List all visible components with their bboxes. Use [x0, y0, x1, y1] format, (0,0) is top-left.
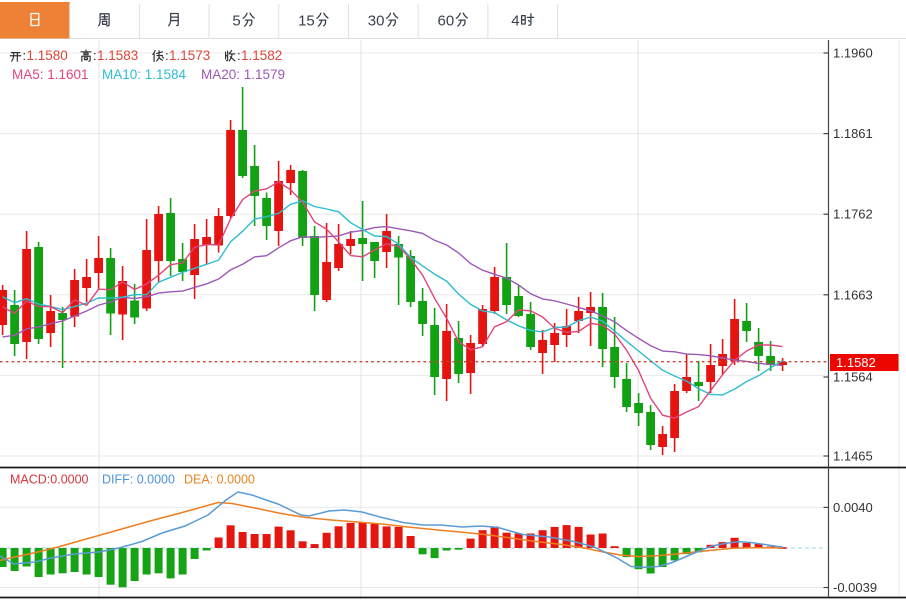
- svg-text::: :: [237, 48, 241, 63]
- svg-text:DIFF: 0.0000: DIFF: 0.0000: [102, 473, 175, 487]
- svg-text:MACD:0.0000: MACD:0.0000: [10, 473, 89, 487]
- svg-text:1.1861: 1.1861: [833, 126, 873, 141]
- svg-text:1.1762: 1.1762: [833, 207, 873, 222]
- svg-text:MA10: 1.1584: MA10: 1.1584: [102, 67, 187, 82]
- svg-text:DEA: 0.0000: DEA: 0.0000: [184, 473, 255, 487]
- svg-text:1.1583: 1.1583: [97, 48, 138, 63]
- svg-text:0.0040: 0.0040: [833, 500, 873, 515]
- svg-text:MA5: 1.1601: MA5: 1.1601: [12, 67, 89, 82]
- svg-text:1.1960: 1.1960: [833, 46, 873, 61]
- svg-text:1.1573: 1.1573: [169, 48, 210, 63]
- svg-text:1.1465: 1.1465: [833, 449, 873, 464]
- svg-text:30: 30: [368, 13, 385, 30]
- svg-text::: :: [93, 48, 97, 63]
- svg-text:1.1582: 1.1582: [241, 48, 282, 63]
- svg-text:5: 5: [232, 13, 240, 30]
- svg-text:15: 15: [298, 13, 315, 30]
- svg-text:1.1582: 1.1582: [836, 355, 876, 370]
- svg-text:4: 4: [511, 13, 519, 30]
- svg-text:1.1663: 1.1663: [833, 287, 873, 302]
- svg-text:1.1580: 1.1580: [27, 48, 68, 63]
- svg-text:-0.0039: -0.0039: [833, 580, 877, 595]
- svg-text::: :: [23, 48, 27, 63]
- svg-text::: :: [165, 48, 169, 63]
- svg-text:1.1564: 1.1564: [833, 370, 873, 385]
- svg-text:MA20: 1.1579: MA20: 1.1579: [201, 67, 285, 82]
- svg-text:60: 60: [438, 13, 455, 30]
